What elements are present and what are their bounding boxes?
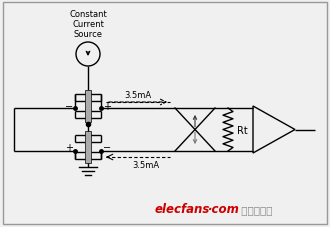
Text: 电子发烧友: 电子发烧友: [238, 204, 273, 214]
Text: 3.5mA: 3.5mA: [124, 91, 151, 100]
Text: Rt: Rt: [237, 125, 248, 135]
Text: 3.5mA: 3.5mA: [132, 160, 160, 169]
Text: +: +: [65, 142, 73, 152]
Text: +: +: [103, 101, 111, 111]
Text: Source: Source: [74, 30, 103, 39]
Text: Constant: Constant: [69, 10, 107, 19]
Bar: [85, 91, 91, 122]
Text: ·com: ·com: [207, 203, 239, 216]
Text: −: −: [103, 142, 111, 152]
Bar: [85, 131, 91, 163]
Text: elecfans: elecfans: [155, 203, 211, 216]
Text: −: −: [65, 101, 73, 111]
Text: Current: Current: [72, 20, 104, 29]
